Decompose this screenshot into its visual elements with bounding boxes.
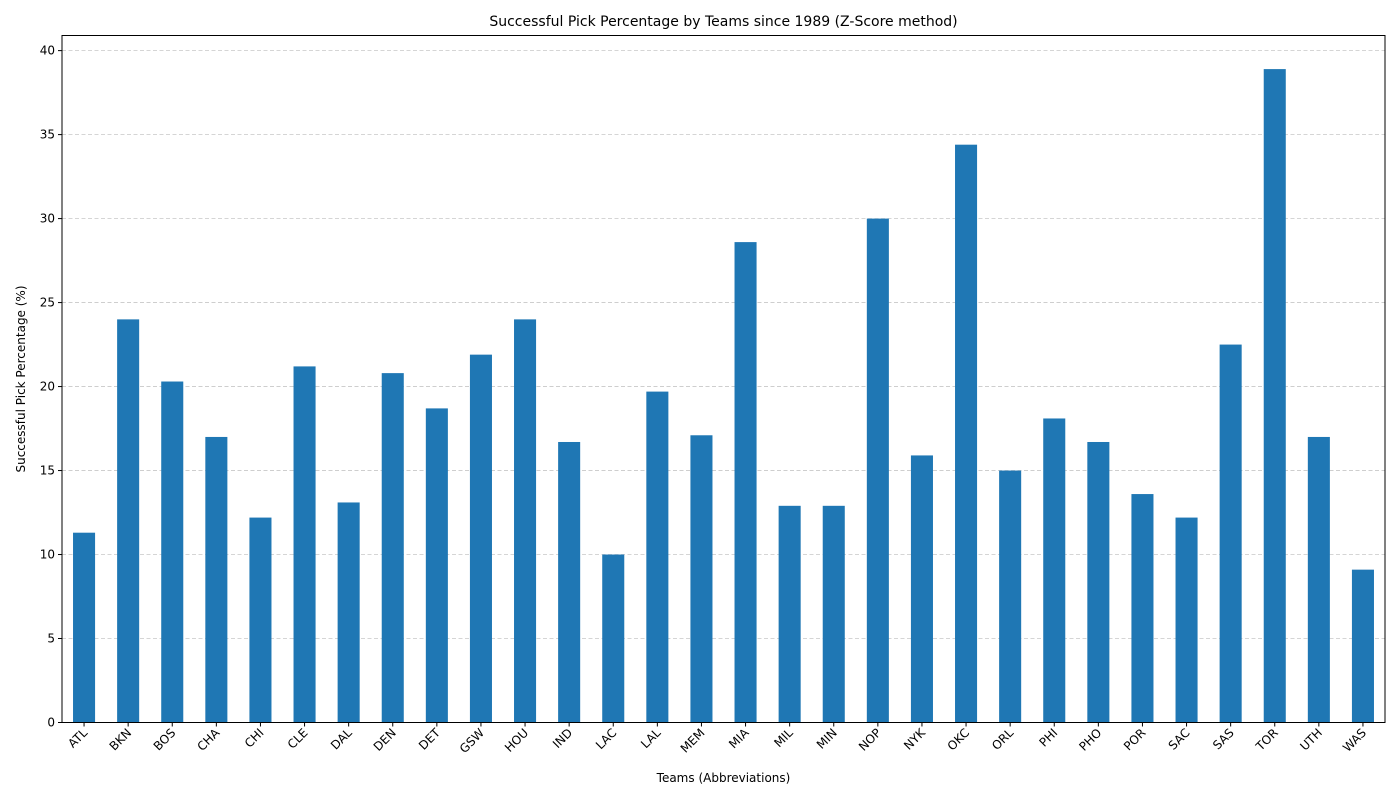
bar-lac — [602, 554, 625, 723]
bar-tor — [1263, 69, 1286, 723]
bar-por — [1131, 494, 1154, 723]
y-tick-label: 30 — [40, 212, 55, 226]
y-axis-label: Successful Pick Percentage (%) — [14, 285, 28, 472]
bar-bkn — [117, 319, 140, 723]
x-tick-label: DET — [416, 725, 443, 752]
bar-uth — [1307, 436, 1330, 723]
x-tick-label: OKC — [945, 726, 973, 754]
bar-min — [822, 505, 845, 723]
x-tick-label: ORL — [989, 725, 1016, 752]
x-tick-label: MIL — [771, 725, 796, 750]
bar-lal — [646, 391, 669, 723]
bar-dal — [337, 502, 360, 723]
y-tick-label: 40 — [40, 44, 55, 58]
bar-mia — [734, 242, 757, 723]
bar-mil — [778, 505, 801, 723]
x-axis-label: Teams (Abbreviations) — [656, 771, 791, 785]
bar-sac — [1175, 517, 1198, 723]
x-tick-label: POR — [1121, 726, 1149, 754]
x-tick-label: CHI — [242, 726, 267, 751]
x-tick-label: MEM — [678, 726, 708, 756]
x-tick-label: SAS — [1210, 726, 1237, 753]
x-tick-label: MIN — [814, 726, 840, 752]
bar-chi — [249, 517, 272, 723]
bar-mem — [690, 435, 713, 723]
y-tick-label: 35 — [40, 128, 55, 142]
bar-bos — [161, 381, 184, 723]
bar-nyk — [910, 455, 933, 723]
x-tick-label: DEN — [371, 726, 399, 754]
x-tick-label: WAS — [1340, 726, 1369, 755]
x-axis: ATL BKN BOS CHA CHI CLE DAL DEN DET GSW HOU IND LAC L… — [65, 722, 1369, 756]
y-tick-label: 15 — [40, 464, 55, 478]
x-tick-label: PHO — [1076, 726, 1104, 754]
plot-frame — [61, 35, 1386, 723]
x-tick-label: LAC — [593, 726, 619, 752]
y-axis: 0 5 10 15 20 25 30 35 40 — [40, 44, 62, 730]
y-tick-label: 0 — [47, 716, 55, 730]
bars — [73, 69, 1374, 723]
x-tick-label: HOU — [502, 726, 531, 755]
y-tick-label: 10 — [40, 548, 55, 562]
x-tick-label: DAL — [328, 726, 355, 753]
bar-was — [1351, 569, 1374, 723]
y-tick-label: 20 — [40, 380, 55, 394]
bar-hou — [514, 319, 537, 723]
x-tick-label: ATL — [65, 726, 90, 751]
x-tick-label: GSW — [457, 726, 487, 756]
x-tick-label: NYK — [901, 725, 929, 753]
x-tick-label: UTH — [1297, 726, 1325, 754]
x-tick-label: TOR — [1252, 726, 1280, 754]
bar-orl — [999, 470, 1022, 723]
bar-pho — [1087, 441, 1110, 723]
bar-den — [381, 373, 404, 723]
bar-ind — [558, 441, 581, 723]
bar-phi — [1043, 418, 1066, 723]
y-tick-label: 25 — [40, 296, 55, 310]
x-tick-label: MIA — [726, 725, 752, 751]
bar-cle — [293, 366, 316, 723]
x-tick-label: CHA — [194, 725, 223, 754]
chart-title: Successful Pick Percentage by Teams sinc… — [489, 14, 957, 30]
y-tick-label: 5 — [47, 632, 55, 646]
x-tick-label: SAC — [1166, 726, 1193, 753]
bar-okc — [955, 144, 978, 723]
bar-sas — [1219, 344, 1242, 723]
x-tick-label: PHI — [1036, 726, 1060, 750]
bar-nop — [866, 218, 889, 723]
x-tick-label: IND — [550, 726, 575, 751]
x-tick-label: NOP — [856, 726, 884, 754]
x-tick-label: BOS — [151, 726, 179, 754]
bar-gsw — [469, 354, 492, 723]
bar-det — [425, 408, 448, 723]
bar-atl — [73, 532, 96, 723]
bar-cha — [205, 436, 228, 723]
x-tick-label: LAL — [638, 726, 664, 752]
x-tick-label: BKN — [107, 726, 135, 754]
x-tick-label: CLE — [285, 726, 311, 752]
